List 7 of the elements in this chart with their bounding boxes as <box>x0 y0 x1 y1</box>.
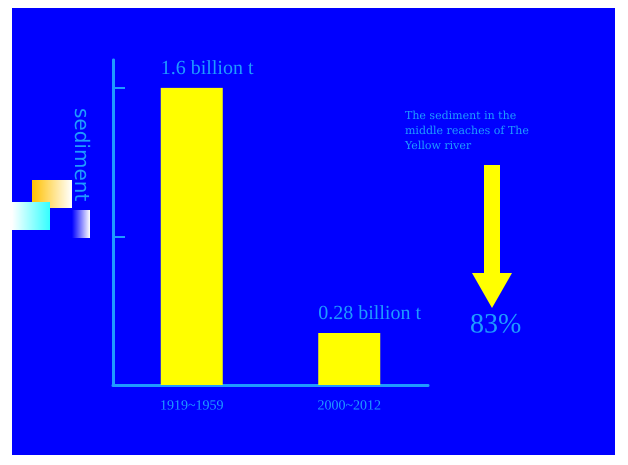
text: 83% <box>470 308 522 340</box>
y-axis-title: sediment <box>70 108 94 202</box>
x-tick-label: 1919~1959 <box>160 398 224 414</box>
data-label: 0.28 billion t <box>318 302 422 324</box>
annotation: The sediment in the middle reaches of The Yellow river <box>404 109 532 152</box>
x-tick-label: 2000~2012 <box>317 398 382 414</box>
data-label: 1.6 billion t <box>160 56 254 79</box>
